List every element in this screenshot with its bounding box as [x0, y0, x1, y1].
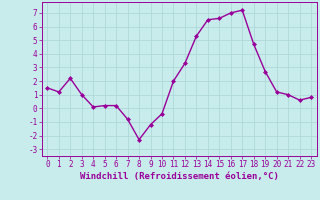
X-axis label: Windchill (Refroidissement éolien,°C): Windchill (Refroidissement éolien,°C): [80, 172, 279, 181]
